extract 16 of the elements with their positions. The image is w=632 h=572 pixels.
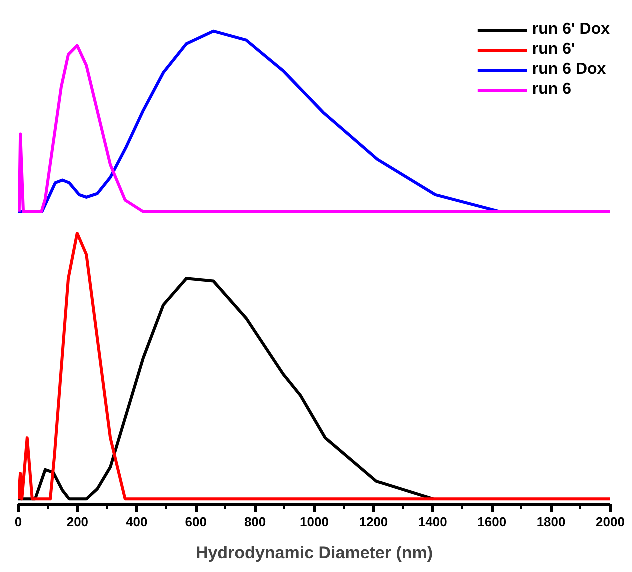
text: run 6'	[532, 41, 576, 58]
x-tick-label: 800	[244, 514, 266, 530]
legend-label: run 6 Dox	[532, 61, 606, 79]
x-tick-label: 600	[185, 514, 207, 530]
x-tick-label: 2000	[596, 514, 625, 530]
x-tick-label: 1600	[478, 514, 507, 530]
x-tick-label: 200	[66, 514, 89, 530]
text: run 6' Dox	[532, 21, 610, 38]
x-tick-label: 1400	[418, 514, 448, 530]
x-tick-label: 0	[14, 514, 22, 530]
legend-label: run 6	[532, 81, 572, 99]
x-tick-label: 1800	[536, 514, 566, 530]
x-tick-label: 400	[126, 514, 148, 530]
x-axis-title: Hydrodynamic Diameter (nm)	[196, 544, 434, 562]
x-tick-label: 1000	[300, 514, 329, 530]
x-tick-label: 1200	[359, 514, 388, 530]
